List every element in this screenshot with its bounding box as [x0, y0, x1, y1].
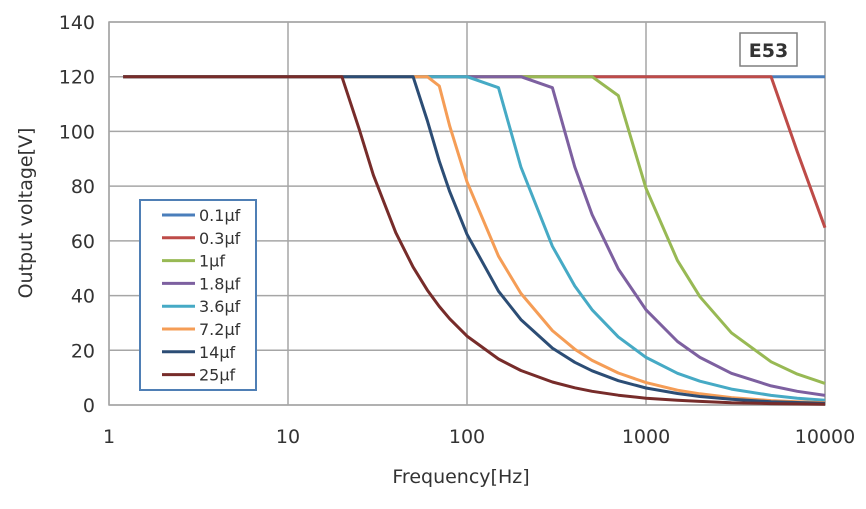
tick-labels: 0 20 40 60 80 100 120 140 1 10 100 1000 10000	[59, 12, 855, 448]
y-axis-label: Output voltage[V]	[15, 128, 37, 299]
legend-label: 0.3μf	[199, 229, 241, 248]
series-line-25μf	[123, 75, 826, 406]
legend-label: 0.1μf	[199, 206, 241, 225]
legend: 0.1μf 0.3μf 1μf 1.8μf 3.6μf 7.2μf 14μf 25μf	[139, 199, 257, 391]
x-tick-label: 1000	[622, 426, 670, 448]
y-tick-label: 100	[59, 121, 95, 143]
series-lines	[123, 75, 827, 406]
y-tick-label: 80	[71, 176, 95, 198]
legend-label: 7.2μf	[199, 320, 241, 339]
y-tick-label: 60	[71, 231, 95, 253]
legend-label: 1μf	[199, 252, 225, 271]
y-tick-label: 140	[59, 12, 95, 34]
badge: E53	[739, 32, 798, 67]
y-tick-label: 40	[71, 286, 95, 308]
x-tick-label: 1	[103, 426, 115, 448]
y-tick-label: 0	[83, 395, 95, 417]
legend-label: 25μf	[199, 366, 236, 385]
x-axis-label: Frequency[Hz]	[392, 466, 529, 488]
x-tick-label: 10	[276, 426, 300, 448]
x-tick-label: 10000	[795, 426, 855, 448]
legend-label: 14μf	[199, 343, 236, 362]
y-tick-label: 120	[59, 67, 95, 89]
x-tick-label: 100	[449, 426, 485, 448]
badge-text: E53	[749, 40, 788, 62]
legend-label: 1.8μf	[199, 274, 241, 293]
y-tick-label: 20	[71, 340, 95, 362]
legend-label: 3.6μf	[199, 297, 241, 316]
